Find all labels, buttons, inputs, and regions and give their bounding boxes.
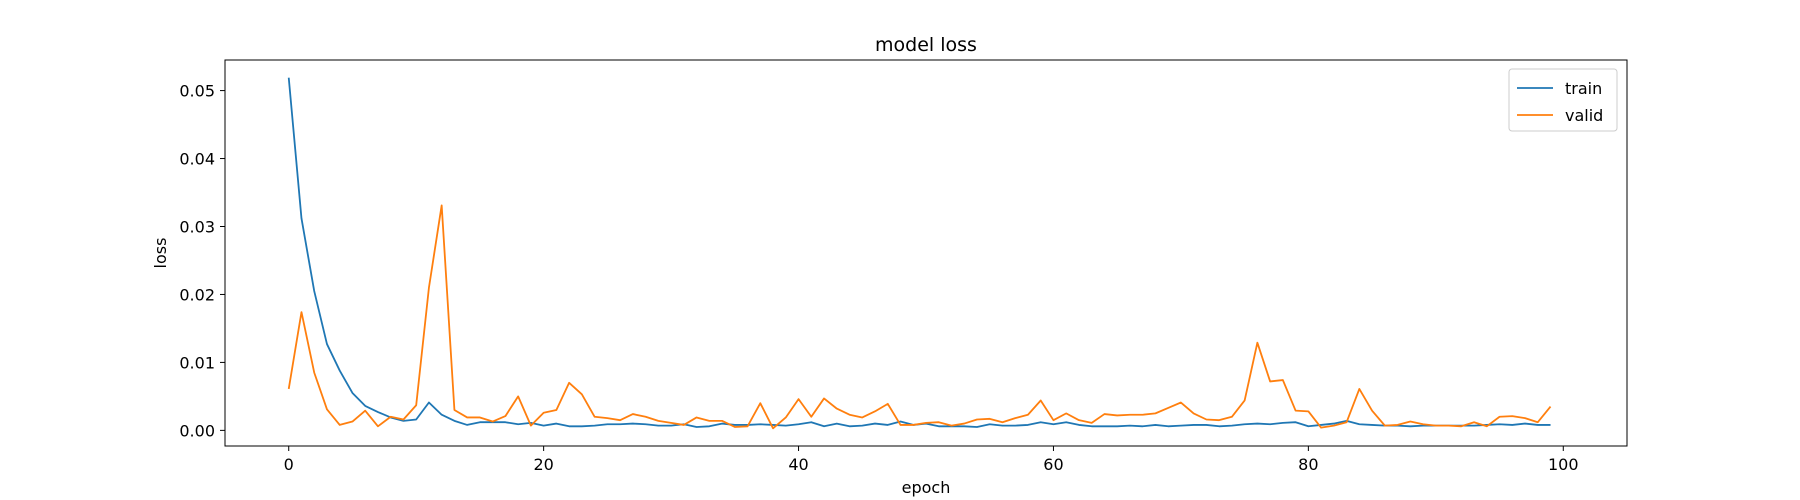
y-tick-label: 0.03	[179, 217, 215, 236]
legend-label-valid: valid	[1565, 106, 1603, 125]
legend-label-train: train	[1565, 79, 1602, 98]
x-tick-label: 80	[1298, 455, 1318, 474]
plot-area-frame	[224, 59, 1628, 447]
y-tick-label: 0.02	[179, 285, 215, 304]
series-layer	[287, 77, 1552, 430]
x-tick-label: 0	[284, 455, 294, 474]
x-tick-label: 20	[533, 455, 553, 474]
y-tick-label: 0.01	[179, 353, 215, 372]
x-axis: 0 20 40 60 80 100	[284, 446, 1579, 474]
y-tick-label: 0.04	[179, 150, 215, 169]
x-tick-label: 40	[788, 455, 808, 474]
legend: train valid	[1508, 68, 1618, 132]
series-line-valid	[287, 204, 1552, 430]
y-tick-label: 0.05	[179, 82, 215, 101]
chart-title: model loss	[875, 34, 977, 56]
y-axis-label: loss	[151, 238, 170, 269]
x-axis-label: epoch	[902, 478, 951, 497]
x-tick-label: 100	[1548, 455, 1579, 474]
y-axis: 0.00 0.01 0.02 0.03 0.04 0.05	[179, 82, 225, 440]
x-tick-label: 60	[1043, 455, 1063, 474]
y-tick-label: 0.00	[179, 421, 215, 440]
